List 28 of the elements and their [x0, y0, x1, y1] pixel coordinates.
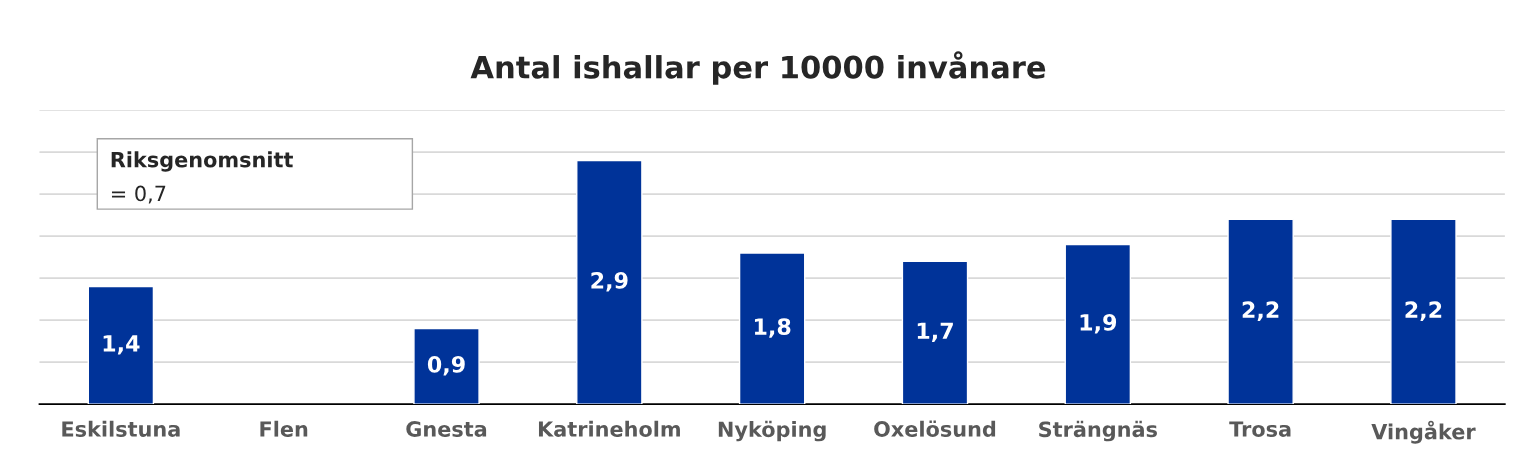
- x-tick-label: Katrineholm: [538, 420, 680, 437]
- x-tick-label: Nyköping: [718, 420, 826, 442]
- data-label: 0,9: [427, 355, 465, 376]
- annotation: Riksgenomsnitt: [111, 151, 293, 172]
- x-tick-label: Eskilstuna: [62, 420, 180, 437]
- bar: [1390, 218, 1457, 405]
- data-label: 1,7: [917, 322, 953, 342]
- data-label: 1,4: [103, 335, 140, 355]
- bar: [1227, 218, 1294, 405]
- chart-title: Antal ishallar per 10000 invånare: [470, 51, 1046, 85]
- data-label: 1,9: [1080, 313, 1117, 334]
- data-label: 2,9: [591, 271, 628, 292]
- x-tick-label: Strängnäs: [1039, 420, 1157, 442]
- x-tick-label: Trosa: [1229, 421, 1291, 437]
- bar: [1064, 243, 1132, 405]
- bar: [738, 252, 806, 405]
- bar: [901, 260, 969, 405]
- data-label: 2,2: [1242, 301, 1279, 322]
- x-tick-label: Flen: [260, 420, 308, 437]
- x-tick-label: Vingåker: [1371, 420, 1476, 444]
- x-tick-label: Oxelösund: [874, 420, 996, 437]
- data-label: 1,8: [754, 318, 791, 338]
- annotation: = 0,7: [111, 185, 166, 204]
- bar: [413, 327, 480, 405]
- x-tick-label: Gnesta: [406, 421, 487, 437]
- data-label: 2,2: [1405, 301, 1442, 322]
- bar: [576, 159, 643, 405]
- bar: [87, 285, 155, 405]
